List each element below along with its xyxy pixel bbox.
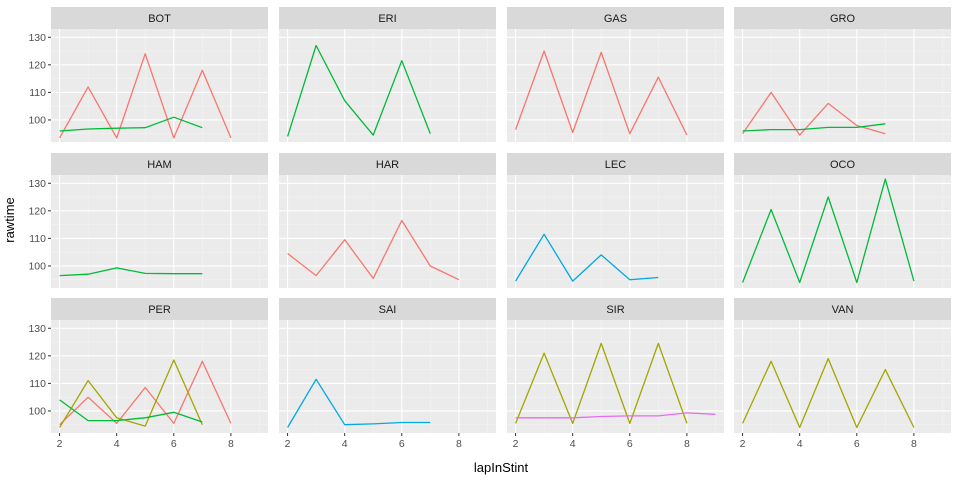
series-line-green	[741, 178, 915, 284]
facet-panel-bot: BOT 100 110 120 130	[28, 7, 268, 142]
y-tick-label: 110	[29, 233, 46, 245]
facet-strip	[734, 298, 951, 320]
y-axis-title: rawtime	[2, 197, 17, 243]
facet-panel-lec: LEC	[507, 153, 724, 288]
y-tick-label: 110	[29, 378, 46, 390]
y-tick-label: 130	[28, 32, 46, 44]
x-tick-label: 4	[797, 438, 803, 450]
x-tick-label: 8	[684, 438, 690, 450]
series-line-olive	[59, 359, 203, 428]
x-tick-label: 6	[399, 438, 405, 450]
x-tick-label: 2	[513, 438, 519, 450]
facet-strip	[51, 298, 268, 320]
facet-panel-oco: OCO	[734, 153, 951, 288]
facet-panel-gro: GRO	[734, 7, 951, 142]
facet-strip	[507, 153, 724, 175]
panel-background	[51, 175, 268, 288]
facet-strip	[279, 153, 496, 175]
panel-background	[279, 320, 496, 433]
series-line-red	[514, 50, 688, 136]
series-line-blue	[287, 378, 431, 428]
x-tick-label: 8	[456, 438, 462, 450]
y-tick-label: 100	[28, 260, 46, 272]
series-line-green	[59, 399, 203, 423]
facet-panel-gas: GAS	[507, 7, 724, 142]
y-tick-label: 100	[28, 405, 46, 417]
panel-background	[507, 175, 724, 288]
series-line-red	[287, 219, 460, 281]
series-line-green	[286, 44, 431, 137]
facet-strip-label: PER	[148, 304, 171, 316]
facet-strip	[507, 7, 724, 29]
series-line-magenta	[515, 412, 716, 419]
facet-panel-sai: SAI 2 4 6 8	[279, 298, 496, 450]
facet-strip-label: HAM	[147, 159, 171, 171]
y-tick-label: 100	[28, 114, 46, 126]
y-tick-label: 120	[28, 350, 46, 362]
panel-background	[734, 29, 951, 142]
facet-panel-har: HAR	[279, 153, 496, 288]
panel-background	[51, 320, 268, 433]
x-tick-label: 8	[228, 438, 234, 450]
facet-strip-label: BOT	[148, 13, 171, 25]
facet-strip-label: GAS	[604, 13, 627, 25]
x-tick-label: 4	[342, 438, 348, 450]
series-line-olive	[514, 342, 688, 425]
facet-strip-label: VAN	[832, 304, 854, 316]
panel-background	[507, 320, 724, 433]
y-tick-label: 130	[28, 178, 46, 190]
panel-background	[734, 320, 951, 433]
facet-panel-eri: ERI	[279, 7, 496, 142]
series-line-green	[59, 267, 203, 277]
y-tick-label: 130	[28, 323, 46, 335]
x-tick-label: 2	[740, 438, 746, 450]
facet-panel-sir: SIR 2 4 6 8	[507, 298, 724, 450]
facet-strip	[734, 153, 951, 175]
panel-background	[734, 175, 951, 288]
x-tick-label: 6	[627, 438, 633, 450]
x-tick-label: 6	[854, 438, 860, 450]
x-axis-title: lapInStint	[474, 460, 529, 475]
facet-strip-label: SIR	[606, 304, 624, 316]
y-tick-label: 120	[28, 205, 46, 217]
facet-strip	[51, 7, 268, 29]
facet-strip-label: OCO	[830, 159, 856, 171]
y-tick-label: 110	[29, 87, 46, 99]
facet-panel-per: PER 100 110 120 130 2 4 6 8	[28, 298, 268, 450]
series-line-red	[59, 360, 232, 426]
x-tick-label: 4	[114, 438, 120, 450]
x-tick-label: 8	[911, 438, 917, 450]
facet-strip-label: LEC	[605, 159, 626, 171]
panel-background	[507, 29, 724, 142]
facet-strip	[279, 7, 496, 29]
panel-background	[279, 29, 496, 142]
series-line-red	[59, 53, 232, 139]
facet-strip-label: ERI	[378, 13, 396, 25]
facet-panel-van: VAN 2 4 6 8	[734, 298, 951, 450]
facet-strip	[734, 7, 951, 29]
series-line-green	[59, 116, 203, 132]
panel-background	[51, 29, 268, 142]
series-line-blue	[515, 233, 659, 282]
y-tick-label: 120	[28, 59, 46, 71]
facet-panel-ham: HAM 100 110 120 130	[28, 153, 268, 288]
facet-strip	[51, 153, 268, 175]
x-tick-label: 4	[570, 438, 576, 450]
x-tick-label: 2	[285, 438, 291, 450]
facet-strip-label: GRO	[830, 13, 856, 25]
panel-background	[279, 175, 496, 288]
series-line-olive	[742, 357, 915, 429]
x-tick-label: 6	[171, 438, 177, 450]
facet-strip-label: SAI	[379, 304, 397, 316]
facet-strip-label: HAR	[376, 159, 399, 171]
facet-strip	[507, 298, 724, 320]
series-line-green	[742, 123, 886, 132]
facet-strip	[279, 298, 496, 320]
x-tick-label: 2	[57, 438, 63, 450]
